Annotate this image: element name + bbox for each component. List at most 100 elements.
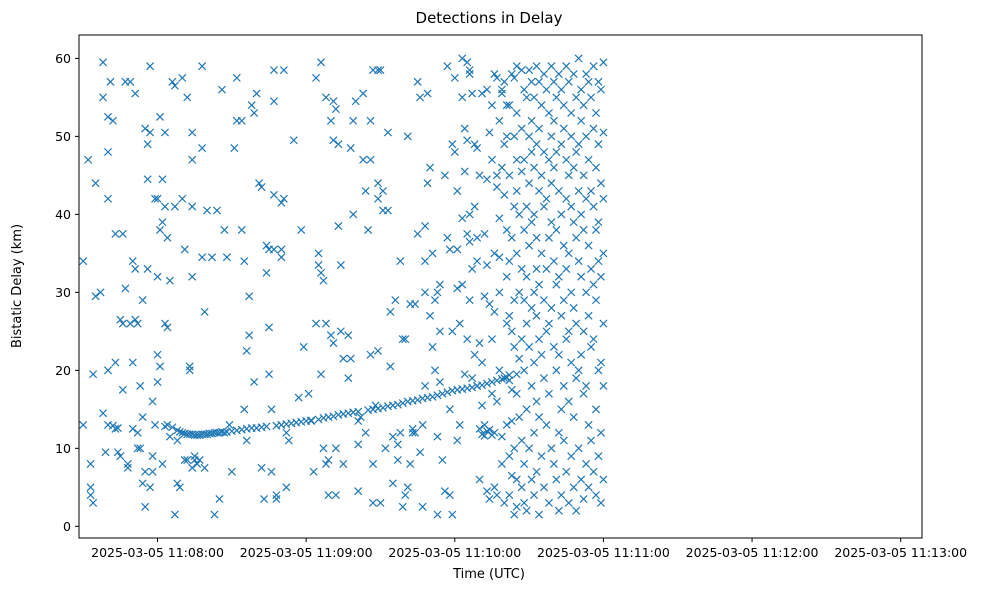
data-point-clutter	[567, 452, 576, 461]
data-point-clutter	[126, 319, 135, 328]
data-point-clutter	[527, 381, 536, 390]
data-point-clutter	[567, 202, 576, 211]
data-point-clutter	[547, 218, 556, 227]
data-point-clutter	[534, 124, 544, 133]
data-point-clutter	[173, 479, 182, 488]
data-point-clutter	[510, 132, 519, 141]
data-point-clutter	[195, 455, 204, 465]
data-point-track	[512, 370, 521, 379]
data-point-clutter	[517, 167, 526, 176]
data-point-clutter	[480, 292, 489, 301]
data-point-clutter	[589, 280, 598, 289]
data-point-clutter	[487, 389, 496, 398]
data-point-clutter	[522, 202, 531, 211]
data-point-clutter	[282, 428, 291, 437]
data-point-clutter	[530, 491, 539, 500]
data-point-clutter	[245, 292, 254, 301]
data-point-clutter	[552, 147, 561, 157]
data-point-clutter	[534, 280, 544, 289]
data-point-clutter	[569, 303, 578, 312]
data-point-clutter	[180, 455, 189, 465]
data-point-clutter	[86, 459, 95, 468]
data-point-clutter	[408, 424, 417, 433]
y-tick-label: 30	[55, 285, 71, 300]
data-point-clutter	[458, 280, 467, 289]
data-point-clutter	[443, 233, 452, 242]
data-point-track	[413, 395, 422, 404]
data-point-clutter	[84, 155, 93, 164]
data-point-clutter	[421, 381, 430, 390]
data-point-clutter	[490, 249, 499, 258]
data-point-clutter	[539, 202, 548, 211]
data-point-clutter	[554, 428, 563, 437]
data-point-clutter	[544, 319, 553, 328]
data-point-clutter	[534, 186, 544, 195]
data-point-clutter	[401, 491, 410, 500]
data-point-clutter	[487, 101, 496, 110]
data-point-clutter	[520, 296, 529, 305]
data-point-clutter	[482, 175, 492, 184]
data-point-clutter	[359, 89, 368, 98]
data-point-clutter	[314, 249, 323, 258]
data-point-clutter	[151, 194, 160, 203]
data-point-clutter	[331, 444, 340, 453]
data-point-clutter	[487, 155, 496, 164]
data-point-clutter	[591, 296, 601, 305]
data-point-clutter	[544, 108, 553, 118]
data-point-clutter	[170, 81, 179, 90]
data-point-clutter	[505, 452, 514, 461]
data-points	[79, 54, 608, 519]
data-point-clutter	[502, 272, 511, 281]
data-point-clutter	[366, 155, 375, 164]
data-point-clutter	[473, 381, 482, 390]
data-point-clutter	[317, 58, 326, 67]
data-point-clutter	[103, 112, 113, 121]
data-point-clutter	[500, 140, 509, 149]
data-point-clutter	[574, 257, 583, 266]
data-point-clutter	[562, 467, 571, 476]
data-point-clutter	[582, 194, 591, 203]
data-point-clutter	[155, 225, 165, 234]
data-point-clutter	[542, 194, 551, 203]
data-point-clutter	[582, 132, 591, 141]
data-point-clutter	[497, 89, 506, 98]
data-point-clutter	[193, 459, 202, 468]
data-point-clutter	[527, 303, 536, 312]
data-point-clutter	[564, 498, 573, 507]
data-point-clutter	[163, 323, 172, 332]
data-point-clutter	[572, 374, 581, 383]
data-point-clutter	[203, 206, 212, 215]
data-point-clutter	[532, 467, 541, 476]
data-point-clutter	[577, 85, 586, 94]
data-point-clutter	[99, 409, 108, 418]
data-point-clutter	[512, 108, 521, 118]
data-point-clutter	[485, 128, 494, 137]
data-point-clutter	[547, 62, 556, 71]
data-point-track	[505, 376, 514, 385]
data-point-clutter	[512, 389, 521, 398]
data-point-clutter	[373, 66, 383, 75]
data-point-clutter	[532, 311, 541, 320]
data-point-clutter	[554, 350, 563, 359]
data-point-clutter	[329, 339, 338, 348]
axes: 2025-03-05 11:08:00 2025-03-05 11:09:00 20…	[55, 51, 967, 560]
data-point-clutter	[138, 479, 147, 488]
data-point-clutter	[351, 97, 360, 106]
data-point-clutter	[547, 444, 556, 453]
data-point-clutter	[485, 494, 494, 504]
data-point-clutter	[574, 140, 583, 149]
data-point-clutter	[448, 327, 457, 336]
data-point-clutter	[324, 491, 333, 500]
data-point-clutter	[510, 444, 519, 453]
data-point-clutter	[111, 358, 120, 367]
data-point-clutter	[165, 432, 174, 441]
data-point-clutter	[505, 311, 514, 320]
data-point-clutter	[388, 432, 397, 441]
data-point-clutter	[165, 276, 174, 285]
data-point-track	[433, 391, 442, 400]
data-point-clutter	[282, 483, 291, 492]
data-point-track	[492, 376, 501, 385]
data-point-track	[113, 424, 122, 433]
data-point-clutter	[366, 116, 375, 125]
